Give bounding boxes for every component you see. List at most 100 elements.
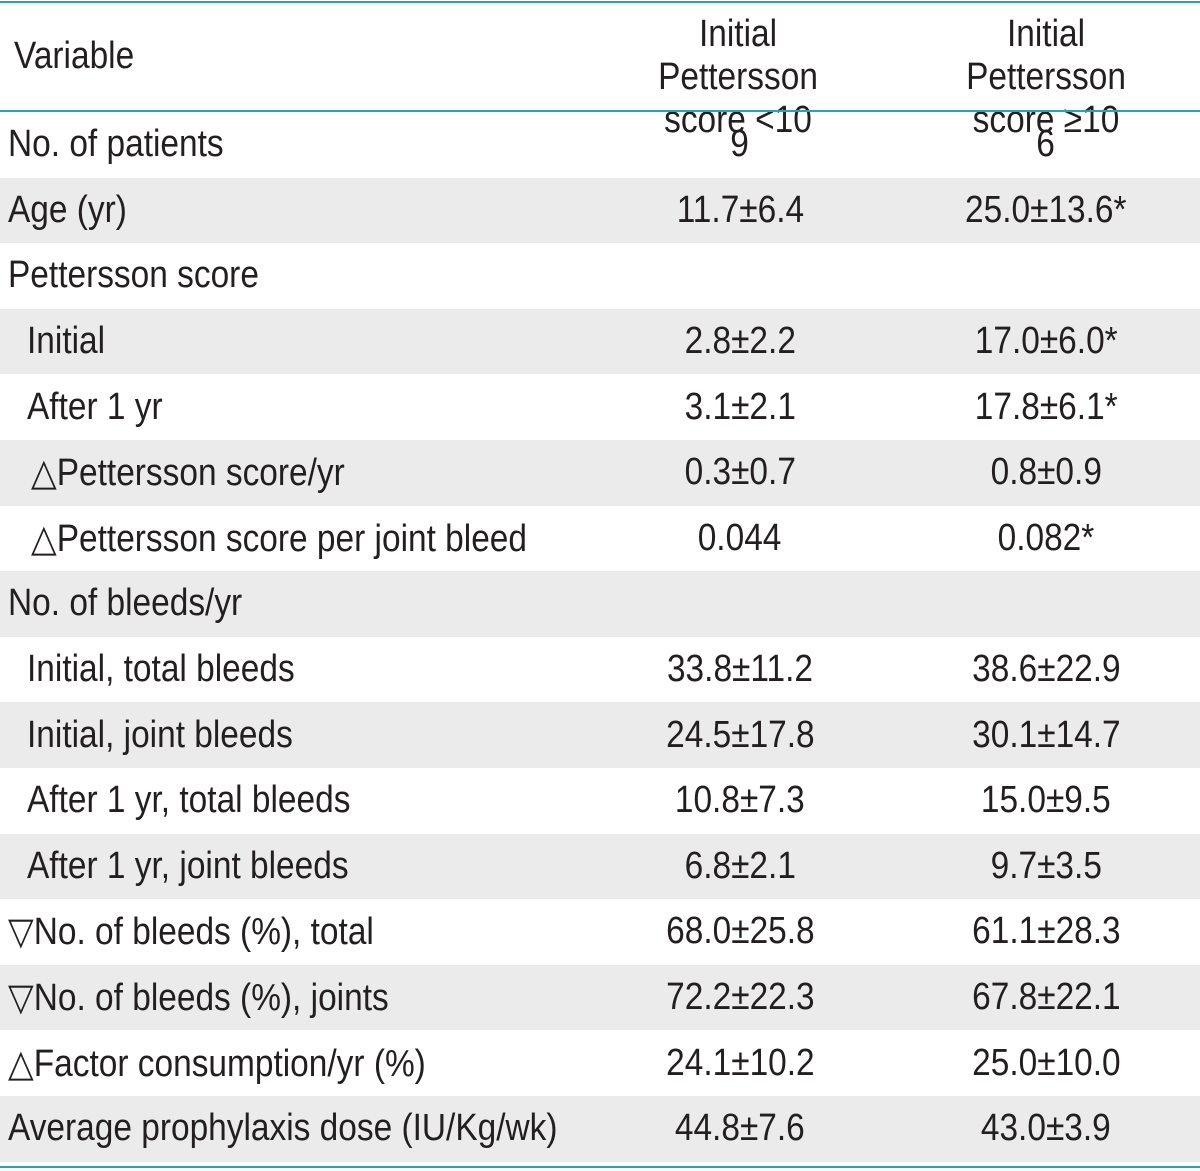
cell-score-lt10-value: 2.8±2.2	[684, 320, 796, 363]
cell-score-ge10-value: 6	[1036, 123, 1056, 166]
cell-score-lt10-value: 6.8±2.1	[684, 844, 796, 887]
header-col-score-lt10-line2: score <10	[664, 99, 812, 141]
table-row: Average prophylaxis dose (IU/Kg/wk) 44.8±…	[0, 1095, 1200, 1162]
cell-score-ge10-value: 15.0±9.5	[981, 779, 1111, 822]
header-variable: Variable	[14, 35, 135, 77]
cell-score-ge10: 9.7±3.5	[896, 834, 1196, 900]
cell-score-lt10: 0.044	[590, 506, 890, 572]
cell-score-ge10-value: 17.0±6.0*	[974, 320, 1118, 363]
row-label: Age (yr)	[8, 188, 127, 231]
cell-score-ge10	[896, 243, 1196, 309]
cell-score-lt10: 33.8±11.2	[590, 637, 890, 703]
row-label: Initial, joint bleeds	[27, 713, 293, 756]
table-row: △Factor consumption/yr (%) 24.1±10.2 25.0±…	[0, 1030, 1200, 1096]
bottom-rule	[0, 1166, 1200, 1168]
cell-score-ge10: 0.8±0.9	[896, 440, 1196, 506]
row-label: Initial, total bleeds	[27, 648, 295, 691]
cell-score-ge10: 17.0±6.0*	[896, 309, 1196, 375]
row-label: No. of patients	[8, 123, 224, 166]
cell-score-lt10: 11.7±6.4	[590, 178, 890, 244]
cell-score-ge10-value: 61.1±28.3	[971, 910, 1121, 953]
row-label: After 1 yr, total bleeds	[27, 779, 351, 822]
cell-score-ge10-value: 17.8±6.1*	[974, 385, 1118, 428]
header-col-score-ge10-line1: Initial Pettersson	[966, 13, 1126, 98]
cell-score-lt10: 24.5±17.8	[590, 702, 890, 768]
cell-score-ge10-value: 43.0±3.9	[981, 1107, 1111, 1150]
cell-score-lt10: 10.8±7.3	[590, 768, 890, 834]
header-col-score-lt10-line1: Initial Pettersson	[658, 13, 818, 98]
table-row: △Pettersson score/yr 0.3±0.7 0.8±0.9	[0, 439, 1200, 506]
cell-score-lt10-value: 24.1±10.2	[665, 1041, 815, 1084]
cell-score-ge10: 61.1±28.3	[896, 899, 1196, 965]
cell-score-ge10: 38.6±22.9	[896, 637, 1196, 703]
cell-score-ge10: 25.0±13.6*	[896, 178, 1196, 244]
cell-score-lt10: 0.3±0.7	[590, 440, 890, 506]
cell-score-lt10-value: 3.1±2.1	[684, 385, 796, 428]
cell-score-ge10: 30.1±14.7	[896, 702, 1196, 768]
cell-score-lt10-value: 9	[730, 123, 750, 166]
cell-score-ge10-value: 25.0±13.6*	[965, 188, 1127, 231]
cell-score-lt10-value: 72.2±22.3	[665, 976, 815, 1019]
cell-score-ge10: 0.082*	[896, 506, 1196, 572]
row-label: After 1 yr	[27, 385, 163, 428]
cell-score-lt10-value: 68.0±25.8	[665, 910, 815, 953]
cell-score-lt10-value: 11.7±6.4	[676, 188, 804, 231]
cell-score-ge10: 15.0±9.5	[896, 768, 1196, 834]
table-row: ▽No. of bleeds (%), joints 72.2±22.3 67.8±…	[0, 964, 1200, 1031]
cell-score-ge10-value: 0.8±0.9	[990, 451, 1102, 494]
header-col-score-ge10: Initial Pettersson score ≥10	[923, 13, 1169, 142]
cell-score-ge10: 43.0±3.9	[896, 1096, 1196, 1162]
row-label: Average prophylaxis dose (IU/Kg/wk)	[8, 1107, 558, 1150]
row-label: ▽No. of bleeds (%), total	[8, 911, 374, 954]
cell-score-lt10-value: 10.8±7.3	[675, 779, 805, 822]
header-col-score-ge10-line2: score ≥10	[972, 99, 1120, 141]
cell-score-ge10: 17.8±6.1*	[896, 374, 1196, 440]
header-col-score-lt10: Initial Pettersson score <10	[615, 13, 861, 142]
table-row: No. of bleeds/yr	[0, 571, 1200, 637]
cell-score-lt10-value: 33.8±11.2	[666, 648, 814, 691]
row-label: △Pettersson score per joint bleed	[31, 517, 528, 560]
table-row: ▽No. of bleeds (%), total 68.0±25.8 61.1±2…	[0, 899, 1200, 965]
cell-score-lt10-value: 24.5±17.8	[665, 713, 815, 756]
cell-score-lt10: 72.2±22.3	[590, 965, 890, 1031]
top-rule	[0, 1, 1200, 3]
cell-score-lt10: 9	[590, 112, 890, 178]
table-body: No. of patients 9 6 Age (yr) 11.7±6.4 25.0±13…	[0, 112, 1200, 1162]
cell-score-lt10: 2.8±2.2	[590, 309, 890, 375]
cell-score-ge10-value: 0.082*	[997, 516, 1095, 559]
row-label: Initial	[27, 320, 106, 363]
table-row: After 1 yr, total bleeds 10.8±7.3 15.0±9.5	[0, 768, 1200, 834]
row-label: Pettersson score	[8, 254, 259, 297]
cell-score-lt10: 44.8±7.6	[590, 1096, 890, 1162]
table-row: Age (yr) 11.7±6.4 25.0±13.6*	[0, 177, 1200, 244]
cell-score-lt10	[590, 243, 890, 309]
table-row: △Pettersson score per joint bleed 0.044 0.…	[0, 506, 1200, 572]
cell-score-lt10: 6.8±2.1	[590, 834, 890, 900]
row-label: After 1 yr, joint bleeds	[27, 844, 349, 887]
cell-score-ge10-value: 30.1±14.7	[971, 713, 1121, 756]
cell-score-ge10-value: 9.7±3.5	[990, 844, 1102, 887]
cell-score-ge10-value: 67.8±22.1	[971, 976, 1121, 1019]
cell-score-lt10	[590, 571, 890, 637]
row-label: △Factor consumption/yr (%)	[8, 1042, 426, 1085]
table-row: Initial, joint bleeds 24.5±17.8 30.1±14.7	[0, 702, 1200, 768]
row-label: ▽No. of bleeds (%), joints	[8, 977, 389, 1020]
table-header: Variable Initial Pettersson score <10 In…	[0, 3, 1200, 141]
table-row: After 1 yr, joint bleeds 6.8±2.1 9.7±3.5	[0, 833, 1200, 900]
cell-score-lt10: 24.1±10.2	[590, 1030, 890, 1096]
cell-score-ge10: 25.0±10.0	[896, 1030, 1196, 1096]
row-label: △Pettersson score/yr	[31, 452, 345, 495]
table-row: Initial 2.8±2.2 17.0±6.0*	[0, 308, 1200, 375]
table-row: Initial, total bleeds 33.8±11.2 38.6±22.9	[0, 637, 1200, 703]
cell-score-lt10-value: 0.044	[698, 516, 782, 559]
cell-score-ge10: 67.8±22.1	[896, 965, 1196, 1031]
cell-score-ge10-value: 38.6±22.9	[971, 648, 1121, 691]
table-row: No. of patients 9 6	[0, 112, 1200, 178]
cell-score-lt10: 3.1±2.1	[590, 374, 890, 440]
table-row: After 1 yr 3.1±2.1 17.8±6.1*	[0, 374, 1200, 440]
cell-score-ge10: 6	[896, 112, 1196, 178]
header-rule	[0, 110, 1200, 112]
cell-score-lt10: 68.0±25.8	[590, 899, 890, 965]
row-label: No. of bleeds/yr	[8, 582, 243, 625]
